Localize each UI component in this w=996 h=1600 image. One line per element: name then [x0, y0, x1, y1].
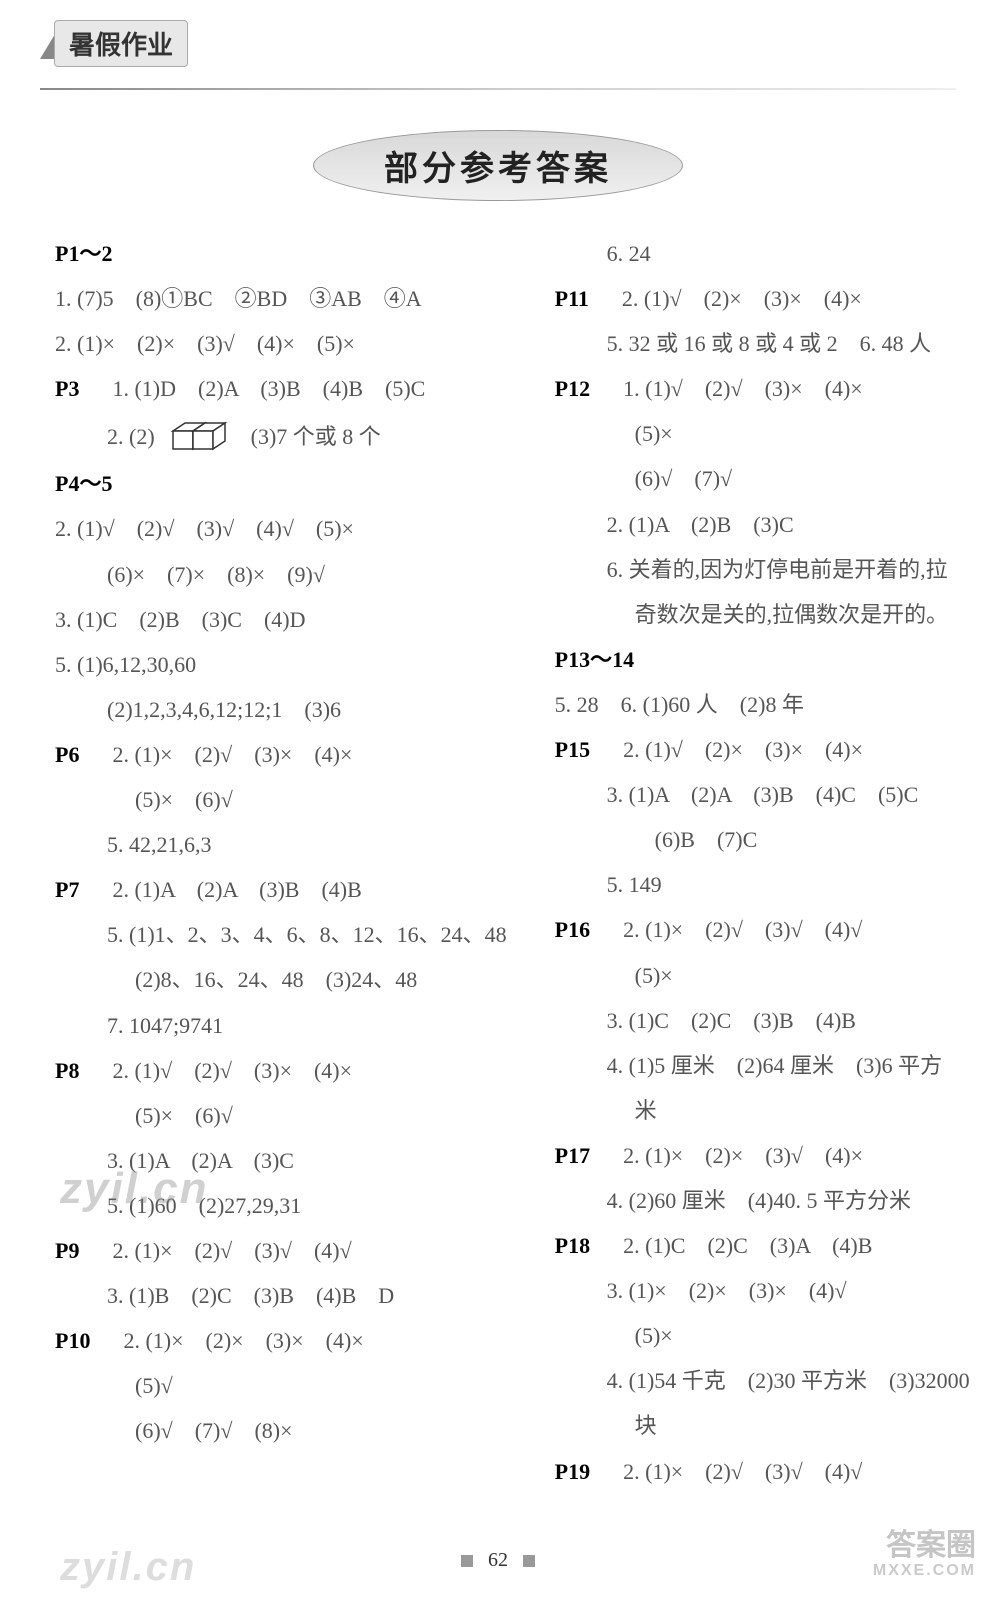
answer-line: (5)×: [555, 953, 970, 998]
answer-text: 2. (1)√ (2)× (3)× (4)×: [623, 737, 863, 762]
answer-text: 2. (1)C (2)C (3)A (4)B: [623, 1233, 872, 1258]
answer-line: (6)√ (7)√ (8)×: [55, 1408, 507, 1453]
p-heading: P13～14: [555, 637, 970, 682]
p-heading: P6: [55, 742, 79, 767]
answer-line: 4. (2)60 厘米 (4)40. 5 平方分米: [555, 1178, 970, 1223]
answer-line: 2. (1)× (2)× (3)√ (4)× (5)×: [55, 321, 507, 366]
answer-line: 5. 42,21,6,3: [55, 822, 507, 867]
p-heading: P1～2: [55, 231, 507, 276]
answer-line: 6. 关着的,因为灯停电前是开着的,拉: [555, 547, 970, 592]
answer-line: P19 2. (1)× (2)√ (3)√ (4)√: [555, 1449, 970, 1494]
answer-line: (2)1,2,3,4,6,12;12;1 (3)6: [55, 687, 507, 732]
header-label: 暑假作业: [54, 20, 188, 67]
answer-line: 3. (1)× (2)× (3)× (4)√: [555, 1268, 970, 1313]
answer-line: 奇数次是关的,拉偶数次是开的。: [555, 592, 970, 637]
answer-line: (6)× (7)× (8)× (9)√: [55, 552, 507, 597]
square-icon: [461, 1555, 473, 1567]
answer-text: (3)7 个或 8 个: [251, 414, 381, 459]
answer-line: 2. (2) (3: [55, 411, 507, 461]
answer-line: P7 2. (1)A (2)A (3)B (4)B: [55, 867, 507, 912]
answer-line: 5. (1)1、2、3、4、6、8、12、16、24、48: [55, 912, 507, 957]
answer-line: 5. (1)6,12,30,60: [55, 642, 507, 687]
answer-line: 2. (1)A (2)B (3)C: [555, 502, 970, 547]
answer-line: 7. 1047;9741: [55, 1003, 507, 1048]
p-heading: P19: [555, 1459, 590, 1484]
answer-text: 2. (1)√ (2)× (3)× (4)×: [622, 286, 862, 311]
footer: 62: [0, 1549, 996, 1572]
answer-line: (5)× (6)√: [55, 777, 507, 822]
answer-line: 4. (1)54 千克 (2)30 平方米 (3)32000: [555, 1358, 970, 1403]
page-number: 62: [488, 1549, 508, 1571]
content: P1～2 1. (7)5 (8)①BC ②BD ③AB ④A 2. (1)× (…: [0, 231, 996, 1494]
answer-line: (5)×: [555, 411, 970, 456]
answer-line: P16 2. (1)× (2)√ (3)√ (4)√: [555, 907, 970, 952]
answer-line: 米: [555, 1088, 970, 1133]
answer-line: 块: [555, 1403, 970, 1448]
answer-text: 1. (1)D (2)A (3)B (4)B (5)C: [112, 376, 425, 401]
answer-line: P6 2. (1)× (2)√ (3)× (4)×: [55, 732, 507, 777]
answer-text: 2. (1)√ (2)√ (3)× (4)×: [112, 1058, 352, 1083]
p-heading: P4～5: [55, 461, 507, 506]
answer-text: 1. (1)√ (2)√ (3)× (4)×: [623, 376, 863, 401]
p-heading: P18: [555, 1233, 590, 1258]
header-badge: 暑假作业: [40, 20, 188, 67]
title-wrap: 部分参考答案: [0, 130, 996, 201]
answer-text: 2. (1)× (2)√ (3)√ (4)√: [112, 1238, 351, 1263]
answer-line: (5)×: [555, 1313, 970, 1358]
p-heading: P17: [555, 1143, 590, 1168]
answer-line: 2. (1)√ (2)√ (3)√ (4)√ (5)×: [55, 506, 507, 551]
answer-line: 3. (1)C (2)C (3)B (4)B: [555, 998, 970, 1043]
answer-line: P8 2. (1)√ (2)√ (3)× (4)×: [55, 1048, 507, 1093]
answer-line: 5. 28 6. (1)60 人 (2)8 年: [555, 682, 970, 727]
answer-line: 5. (1)60 (2)27,29,31: [55, 1183, 507, 1228]
answer-line: P17 2. (1)× (2)× (3)√ (4)×: [555, 1133, 970, 1178]
p-heading: P8: [55, 1058, 79, 1083]
answer-line: 3. (1)A (2)A (3)B (4)C (5)C: [555, 772, 970, 817]
header-rule: [40, 88, 956, 90]
answer-line: P9 2. (1)× (2)√ (3)√ (4)√: [55, 1228, 507, 1273]
answer-line: 3. (1)A (2)A (3)C: [55, 1138, 507, 1183]
answer-line: (5)× (6)√: [55, 1093, 507, 1138]
answer-text: 2. (2): [107, 414, 155, 459]
answer-line: 3. (1)B (2)C (3)B (4)B D: [55, 1273, 507, 1318]
p-heading: P10: [55, 1328, 90, 1353]
p-heading: P12: [555, 376, 590, 401]
answer-line: 6. 24: [555, 231, 970, 276]
answer-line: P3 1. (1)D (2)A (3)B (4)B (5)C: [55, 366, 507, 411]
answer-line: P11 2. (1)√ (2)× (3)× (4)×: [555, 276, 970, 321]
answer-line: (5)√: [55, 1363, 507, 1408]
answer-line: P12 1. (1)√ (2)√ (3)× (4)×: [555, 366, 970, 411]
p-heading: P3: [55, 376, 79, 401]
answer-line: 5. 149: [555, 862, 970, 907]
cube-icon: [163, 411, 243, 461]
answer-text: 2. (1)× (2)× (3)× (4)×: [123, 1328, 363, 1353]
answer-text: [85, 376, 107, 401]
answer-text: 2. (1)× (2)√ (3)× (4)×: [112, 742, 352, 767]
answer-line: (2)8、16、24、48 (3)24、48: [55, 957, 507, 1002]
header: 暑假作业: [0, 0, 996, 100]
left-column: P1～2 1. (7)5 (8)①BC ②BD ③AB ④A 2. (1)× (…: [55, 231, 527, 1494]
page-title: 部分参考答案: [313, 130, 683, 201]
answer-text: 2. (1)× (2)√ (3)√ (4)√: [623, 1459, 862, 1484]
answer-line: P18 2. (1)C (2)C (3)A (4)B: [555, 1223, 970, 1268]
answer-line: (6)B (7)C: [555, 817, 970, 862]
answer-line: 3. (1)C (2)B (3)C (4)D: [55, 597, 507, 642]
p-heading: P11: [555, 286, 589, 311]
right-column: 6. 24 P11 2. (1)√ (2)× (3)× (4)× 5. 32 或…: [535, 231, 970, 1494]
answer-line: 5. 32 或 16 或 8 或 4 或 2 6. 48 人: [555, 321, 970, 366]
answer-line: 1. (7)5 (8)①BC ②BD ③AB ④A: [55, 276, 507, 321]
answer-text: 2. (1)× (2)√ (3)√ (4)√: [623, 917, 862, 942]
answer-line: 4. (1)5 厘米 (2)64 厘米 (3)6 平方: [555, 1043, 970, 1088]
page: 暑假作业 部分参考答案 P1～2 1. (7)5 (8)①BC ②BD ③AB …: [0, 0, 996, 1600]
p-heading: P7: [55, 877, 79, 902]
answer-text: 2. (1)× (2)× (3)√ (4)×: [623, 1143, 863, 1168]
answer-line: P10 2. (1)× (2)× (3)× (4)×: [55, 1318, 507, 1363]
answer-text: 2. (1)A (2)A (3)B (4)B: [112, 877, 361, 902]
p-heading: P15: [555, 737, 590, 762]
answer-line: (6)√ (7)√: [555, 456, 970, 501]
square-icon: [523, 1555, 535, 1567]
p-heading: P16: [555, 917, 590, 942]
answer-line: P15 2. (1)√ (2)× (3)× (4)×: [555, 727, 970, 772]
p-heading: P9: [55, 1238, 79, 1263]
